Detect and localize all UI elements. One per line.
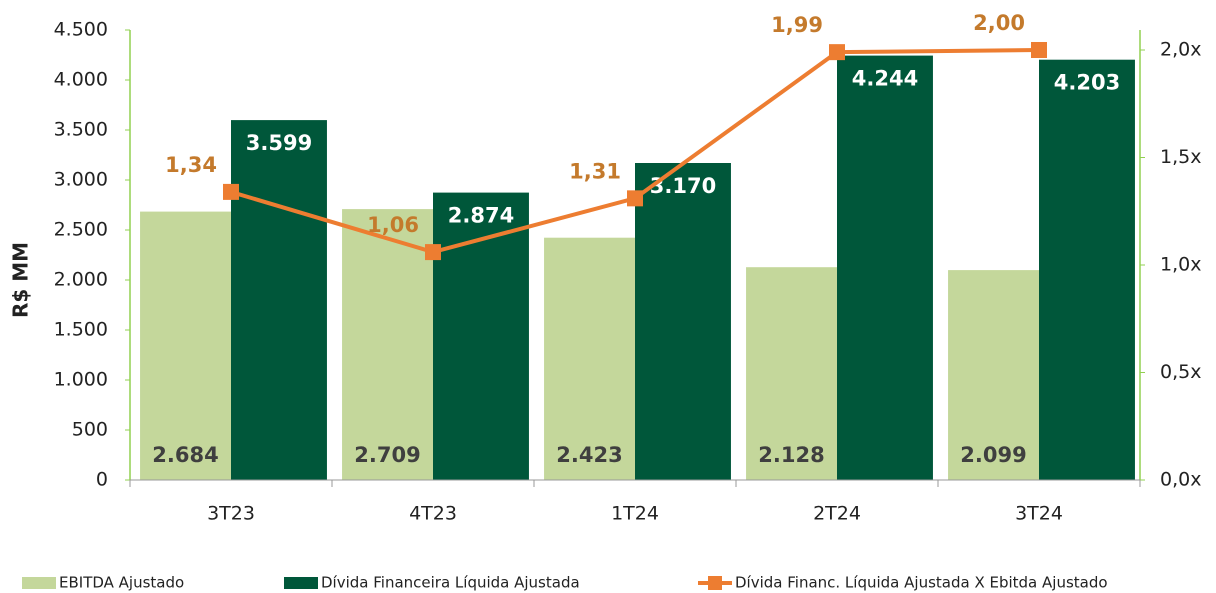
x-tick-label: 3T24 [1015, 503, 1063, 525]
y-tick-label: 3.000 [54, 169, 108, 191]
value-label: 3.170 [650, 174, 716, 198]
line-marker [1031, 41, 1047, 58]
value-label: 1,06 [367, 213, 419, 237]
legend-label: Dívida Financeira Líquida Ajustada [321, 574, 580, 592]
value-label: 4.244 [852, 67, 918, 91]
bar [140, 211, 231, 480]
y2-tick-label: 1,5x [1160, 146, 1201, 168]
value-label: 2,00 [973, 11, 1025, 35]
y2-tick-label: 0,0x [1160, 469, 1201, 491]
bar [746, 267, 837, 480]
value-label: 3.599 [246, 131, 312, 155]
y-tick-label: 0 [96, 469, 108, 491]
bar [342, 209, 433, 480]
bar [544, 237, 635, 480]
line-marker [829, 44, 845, 61]
value-label: 2.128 [758, 443, 824, 467]
value-label: 1,34 [165, 153, 217, 177]
legend-label: Dívida Financ. Líquida Ajustada X Ebitda… [735, 574, 1108, 592]
value-label: 2.684 [152, 443, 218, 467]
value-label: 1,99 [771, 13, 823, 37]
value-label: 1,31 [569, 159, 621, 183]
y2-tick-label: 0,5x [1160, 361, 1201, 383]
value-label: 4.203 [1054, 71, 1120, 95]
value-label: 2.099 [960, 443, 1026, 467]
y-tick-label: 2.500 [54, 219, 108, 241]
legend-swatch [284, 577, 318, 589]
legend-swatch [708, 576, 722, 590]
x-tick-label: 3T23 [207, 503, 255, 525]
y-tick-label: 4.500 [54, 19, 108, 41]
line-marker [223, 183, 239, 200]
value-label: 2.423 [556, 443, 622, 467]
legend-swatch [22, 577, 56, 589]
y-tick-label: 2.000 [54, 269, 108, 291]
y-tick-label: 500 [72, 419, 108, 441]
y-tick-label: 1.500 [54, 319, 108, 341]
y-tick-label: 4.000 [54, 69, 108, 91]
value-label: 2.874 [448, 204, 514, 228]
x-tick-label: 2T24 [813, 503, 861, 525]
bar [231, 120, 327, 480]
x-tick-label: 4T23 [409, 503, 457, 525]
line-marker [425, 244, 441, 261]
bar [837, 55, 933, 480]
y2-tick-label: 2,0x [1160, 38, 1201, 60]
y2-tick-label: 1,0x [1160, 253, 1201, 275]
y-tick-label: 3.500 [54, 119, 108, 141]
bar [433, 192, 529, 480]
x-tick-label: 1T24 [611, 503, 659, 525]
y-axis-label: R$ MM [9, 242, 33, 318]
bar [948, 270, 1039, 480]
bar [1039, 59, 1135, 480]
value-label: 2.709 [354, 443, 420, 467]
line-marker [627, 190, 643, 207]
bar [635, 163, 731, 480]
y-tick-label: 1.000 [54, 369, 108, 391]
legend-label: EBITDA Ajustado [59, 574, 184, 592]
